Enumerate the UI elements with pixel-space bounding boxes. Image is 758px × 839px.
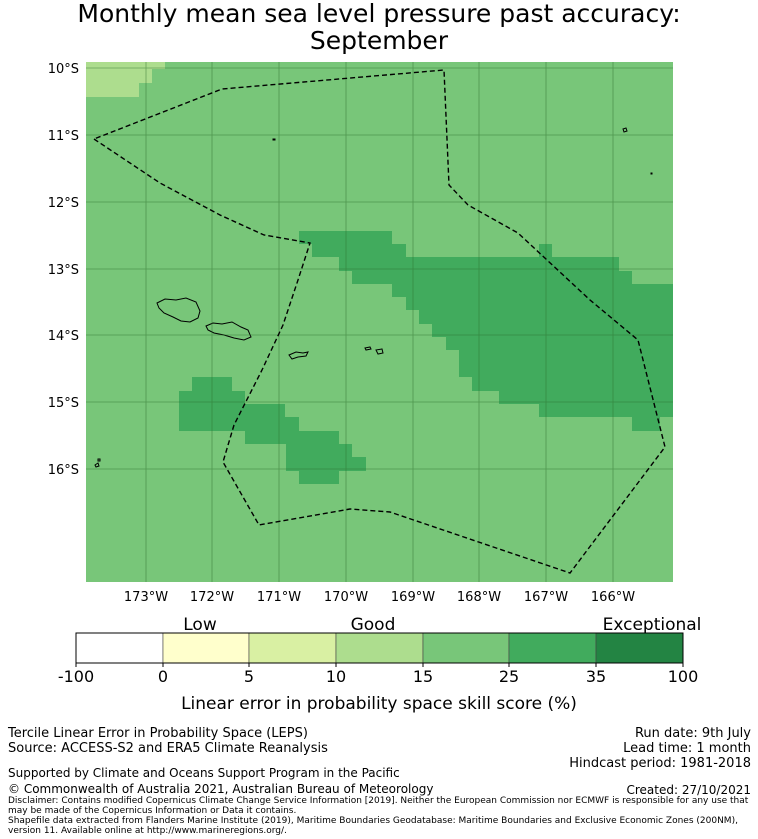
colorbar-ticks	[75, 663, 684, 667]
skill-band-10-15	[86, 62, 165, 97]
colorbar-swatch	[162, 632, 250, 664]
colorbar-tick-label: 10	[326, 667, 346, 686]
colorbar-tick-label: 25	[499, 667, 519, 686]
title-line-1: Monthly mean sea level pressure past acc…	[77, 0, 681, 28]
lat-label: 11°S	[48, 129, 79, 144]
colorbar-tick-label: 15	[413, 667, 433, 686]
footer-method: Tercile Linear Error in Probability Spac…	[8, 726, 308, 741]
colorbar-tick-label: 0	[158, 667, 168, 686]
lon-label: 171°W	[257, 590, 301, 605]
footer-created: Created: 27/10/2021	[626, 783, 751, 797]
skill-map	[86, 62, 673, 582]
skill-band-25-35-east	[299, 231, 673, 431]
footer-disclaimer: Disclaimer: Contains modified Copernicus…	[8, 796, 753, 836]
lon-label: 170°W	[324, 590, 368, 605]
colorbar-swatch	[248, 632, 337, 664]
colorbar-swatch	[335, 632, 424, 664]
eez-boundaries	[92, 69, 666, 574]
longitude-labels: 173°W 172°W 171°W 170°W 169°W 168°W 167°…	[124, 590, 635, 605]
colorbar: Low Good Exceptional -100 0 5 10 15	[58, 615, 702, 714]
skill-band-25-35-southwest	[179, 377, 366, 484]
footer-support: Supported by Climate and Oceans Support …	[8, 766, 400, 780]
boundary-samoa	[92, 69, 666, 574]
island-tutuila	[288, 351, 309, 360]
footer-copyright: © Commonwealth of Australia 2021, Austra…	[8, 782, 434, 796]
lat-label: 16°S	[48, 463, 79, 478]
lat-label: 15°S	[48, 396, 79, 411]
lon-label: 169°W	[391, 590, 435, 605]
map-figure: 10°S 11°S 12°S 13°S 14°S 15°S 16°S 173°W…	[48, 62, 702, 714]
colorbar-tick-label: 5	[244, 667, 254, 686]
footer-lead-time: Lead time: 1 month	[623, 741, 751, 756]
colorbar-tick-label: 35	[586, 667, 606, 686]
colorbar-swatch	[595, 632, 684, 664]
colorbar-category-exceptional: Exceptional	[603, 615, 702, 635]
lon-label: 166°W	[591, 590, 635, 605]
latitude-labels: 10°S 11°S 12°S 13°S 14°S 15°S 16°S	[48, 62, 79, 478]
lat-label: 10°S	[48, 62, 79, 77]
lon-label: 172°W	[190, 590, 234, 605]
lon-label: 167°W	[524, 590, 568, 605]
colorbar-category-low: Low	[183, 615, 217, 635]
lon-label: 168°W	[457, 590, 501, 605]
lat-label: 12°S	[48, 196, 79, 211]
gridlines	[86, 62, 673, 582]
colorbar-frame	[75, 632, 684, 664]
islands	[94, 127, 653, 468]
colorbar-category-good: Good	[351, 615, 396, 635]
colorbar-swatch	[508, 632, 597, 664]
island-north-east	[622, 127, 628, 133]
disclaimer-copernicus: Disclaimer: Contains modified Copernicus…	[8, 796, 749, 816]
island-ofu	[364, 346, 372, 351]
colorbar-swatch	[75, 632, 164, 664]
lat-label: 13°S	[48, 263, 79, 278]
footer-hindcast: Hindcast period: 1981-2018	[569, 756, 751, 771]
colorbar-swatch	[422, 632, 510, 664]
disclaimer-shapefile: Shapefile data extracted from Flanders M…	[8, 816, 738, 836]
island-savaii	[156, 297, 201, 323]
island-east	[650, 172, 653, 175]
colorbar-tick-label: -100	[58, 667, 94, 686]
lat-label: 14°S	[48, 329, 79, 344]
footer-run-date: Run date: 9th July	[634, 726, 751, 741]
colorbar-title: Linear error in probability space skill …	[181, 694, 577, 714]
island-tau	[375, 348, 384, 355]
lon-label: 173°W	[124, 590, 168, 605]
title-line-2: September	[309, 26, 449, 55]
footer-source: Source: ACCESS-S2 and ERA5 Climate Reana…	[8, 741, 328, 756]
island-swains	[272, 138, 276, 141]
colorbar-swatches	[75, 632, 684, 664]
island-west-2	[97, 458, 101, 462]
colorbar-tick-label: 100	[668, 667, 699, 686]
island-west	[94, 462, 100, 468]
map-title: Monthly mean sea level pressure past acc…	[0, 0, 758, 54]
island-upolu	[205, 321, 252, 341]
